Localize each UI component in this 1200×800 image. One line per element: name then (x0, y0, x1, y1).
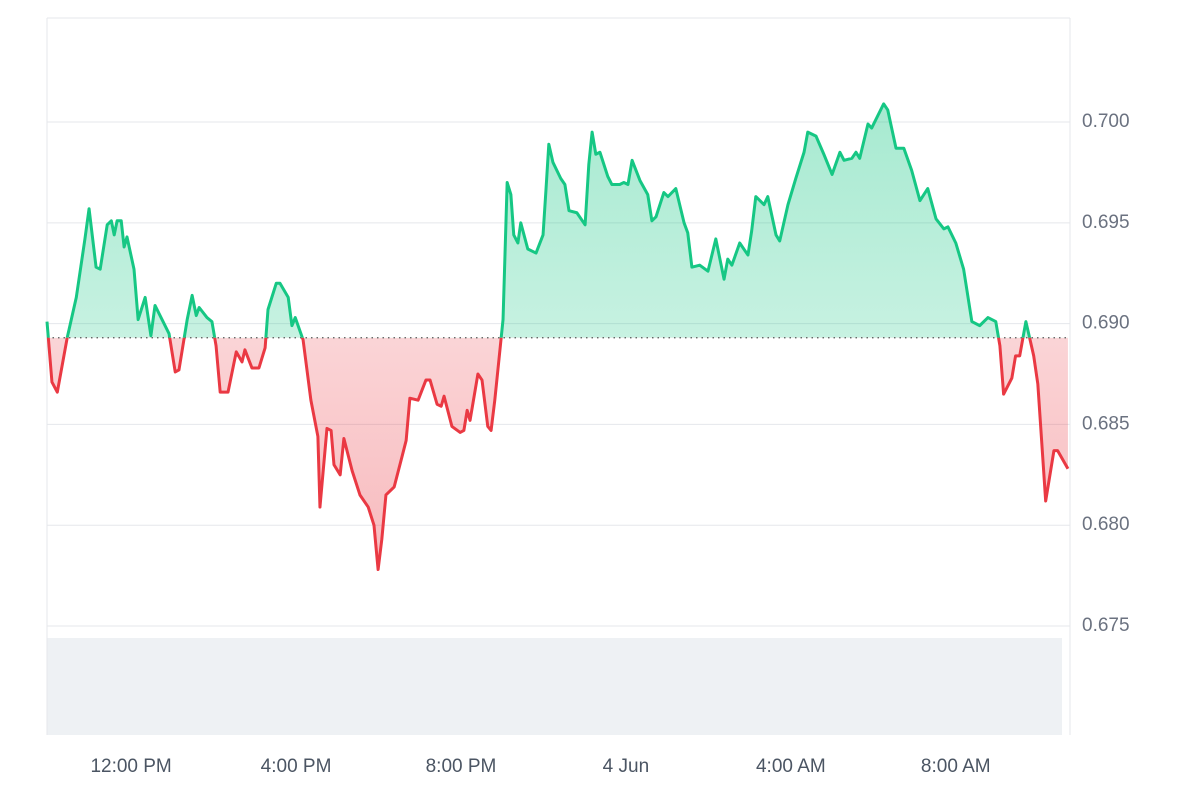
x-tick-label: 12:00 PM (90, 756, 171, 777)
plot: 0.675 0.680 0.685 0.690 0.695 0.700 12:00 PM 4:… (45, 102, 1130, 777)
x-tick-label: 8:00 AM (921, 756, 991, 777)
x-tick-label: 4:00 PM (261, 756, 332, 777)
y-tick-label: 0.680 (1082, 514, 1130, 535)
y-tick-label: 0.685 (1082, 413, 1130, 434)
x-tick-label: 4:00 AM (756, 756, 826, 777)
price-line-up (45, 102, 1032, 338)
y-tick-label: 0.675 (1082, 615, 1130, 636)
x-tick-label: 8:00 PM (426, 756, 497, 777)
y-tick-label: 0.695 (1082, 212, 1130, 233)
x-tick-label: 4 Jun (603, 756, 649, 777)
volume-area (47, 638, 1062, 735)
y-tick-label: 0.690 (1082, 313, 1130, 334)
y-tick-label: 0.700 (1082, 111, 1130, 132)
area-up (47, 103, 1068, 338)
